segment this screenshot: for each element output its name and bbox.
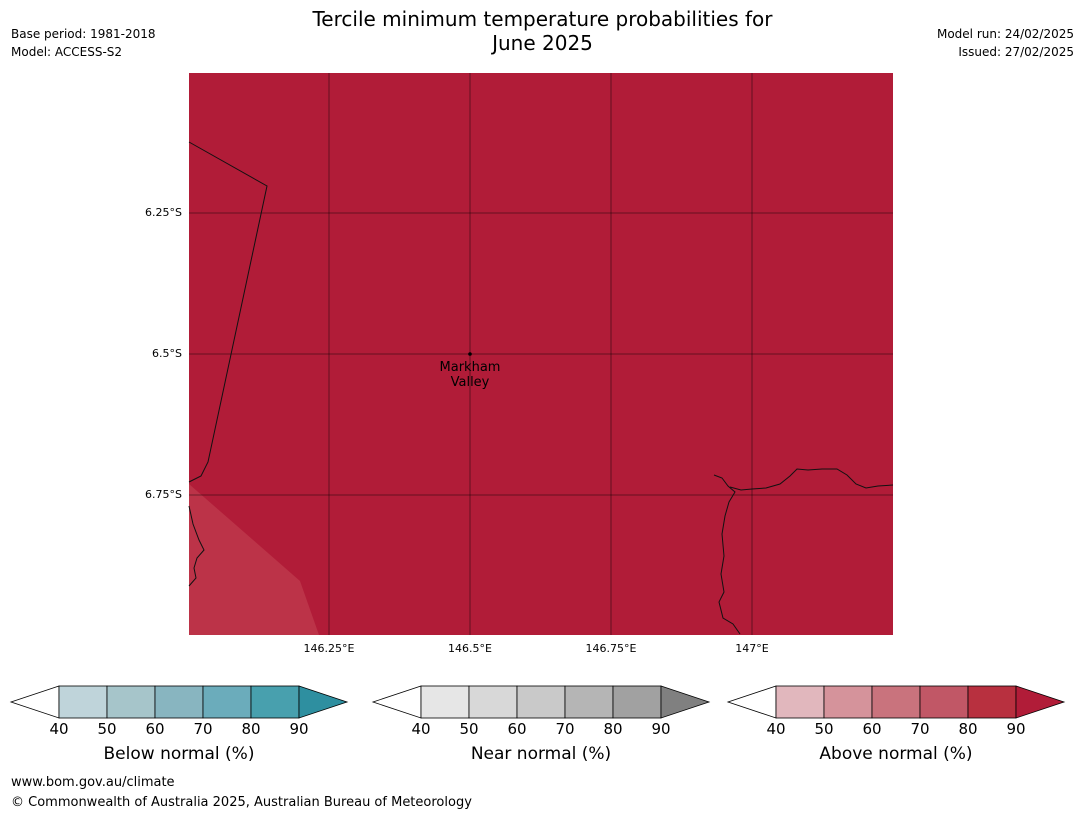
place-name-line-2: Valley bbox=[450, 375, 490, 390]
district-boundary bbox=[188, 141, 268, 483]
colorbar-tick: 40 bbox=[411, 720, 431, 738]
colorbar-tick: 80 bbox=[241, 720, 261, 738]
title-line-1: Tercile minimum temperature probabilitie… bbox=[312, 7, 773, 31]
lon-label: 146.25°E bbox=[303, 642, 355, 655]
lighter-probability-region bbox=[189, 484, 319, 635]
footer-copyright: © Commonwealth of Australia 2025, Austra… bbox=[11, 795, 472, 810]
colorbar-tick: 40 bbox=[49, 720, 69, 738]
colorbar-above-label: Above normal (%) bbox=[819, 744, 973, 764]
base-period: Base period: 1981-2018 bbox=[11, 27, 156, 41]
colorbar-tick: 90 bbox=[289, 720, 309, 738]
meta-right: Model run: 24/02/2025 Issued: 27/02/2025 bbox=[937, 25, 1074, 61]
colorbar-above-bin bbox=[919, 685, 969, 719]
colorbar-below-label: Below normal (%) bbox=[103, 744, 255, 764]
boundary-lines bbox=[188, 141, 894, 635]
colorbar-below-bin bbox=[106, 685, 156, 719]
colorbar-tick: 80 bbox=[958, 720, 978, 738]
colorbar-tick: 70 bbox=[555, 720, 575, 738]
graticule bbox=[189, 73, 893, 635]
footer-url: www.bom.gov.au/climate bbox=[11, 775, 175, 790]
colorbar-above-bin bbox=[823, 685, 873, 719]
colorbar-tick: 60 bbox=[507, 720, 527, 738]
colorbar-above-high-extend bbox=[1015, 685, 1066, 719]
colorbar-near-bin bbox=[564, 685, 614, 719]
colorbar-near bbox=[371, 685, 711, 719]
colorbar-near-bin bbox=[612, 685, 662, 719]
colorbar-tick: 50 bbox=[97, 720, 117, 738]
colorbar-tick: 50 bbox=[814, 720, 834, 738]
river-east bbox=[713, 474, 741, 635]
colorbar-above-bin bbox=[967, 685, 1017, 719]
colorbar-below-bin bbox=[58, 685, 108, 719]
colorbar-tick: 50 bbox=[459, 720, 479, 738]
colorbar-near-bin bbox=[420, 685, 470, 719]
place-marker bbox=[468, 352, 472, 356]
colorbar-below-bin bbox=[154, 685, 204, 719]
issued-date: Issued: 27/02/2025 bbox=[958, 45, 1074, 59]
coastline-east bbox=[729, 468, 894, 491]
colorbar-tick: 90 bbox=[651, 720, 671, 738]
meta-left: Base period: 1981-2018 Model: ACCESS-S2 bbox=[11, 25, 156, 61]
model-run: Model run: 24/02/2025 bbox=[936, 27, 1074, 41]
place-name-line-1: Markham bbox=[439, 360, 501, 375]
colorbar-above-low-extend bbox=[726, 685, 777, 719]
colorbar-below-bin bbox=[202, 685, 252, 719]
colorbar-tick: 40 bbox=[766, 720, 786, 738]
colorbar-below-low-extend bbox=[9, 685, 60, 719]
lon-label: 146.5°E bbox=[448, 642, 492, 655]
colorbar-near-high-extend bbox=[660, 685, 711, 719]
model-name: Model: ACCESS-S2 bbox=[11, 45, 123, 59]
lat-label: 6.75°S bbox=[145, 488, 182, 501]
colorbar-below bbox=[9, 685, 349, 719]
coastline-west bbox=[188, 505, 205, 587]
colorbar-above-bin bbox=[871, 685, 921, 719]
lat-label: 6.25°S bbox=[145, 206, 182, 219]
colorbar-near-bin bbox=[468, 685, 518, 719]
colorbar-near-bin bbox=[516, 685, 566, 719]
lon-label: 147°E bbox=[735, 642, 769, 655]
colorbar-above bbox=[726, 685, 1066, 719]
title-line-2: June 2025 bbox=[492, 31, 593, 55]
colorbar-tick: 60 bbox=[145, 720, 165, 738]
colorbar-near-low-extend bbox=[371, 685, 422, 719]
colorbar-tick: 80 bbox=[603, 720, 623, 738]
colorbar-tick: 70 bbox=[910, 720, 930, 738]
colorbar-near-label: Near normal (%) bbox=[470, 744, 612, 764]
colorbar-below-high-extend bbox=[298, 685, 349, 719]
colorbar-tick: 60 bbox=[862, 720, 882, 738]
colorbar-above-bin bbox=[775, 685, 825, 719]
lon-label: 146.75°E bbox=[585, 642, 637, 655]
colorbar-tick: 70 bbox=[193, 720, 213, 738]
place-label: Markham Valley bbox=[420, 360, 520, 390]
colorbar-below-bin bbox=[250, 685, 300, 719]
map-title: Tercile minimum temperature probabilitie… bbox=[0, 7, 1085, 55]
colorbar-tick: 90 bbox=[1006, 720, 1026, 738]
lat-label: 6.5°S bbox=[152, 347, 182, 360]
